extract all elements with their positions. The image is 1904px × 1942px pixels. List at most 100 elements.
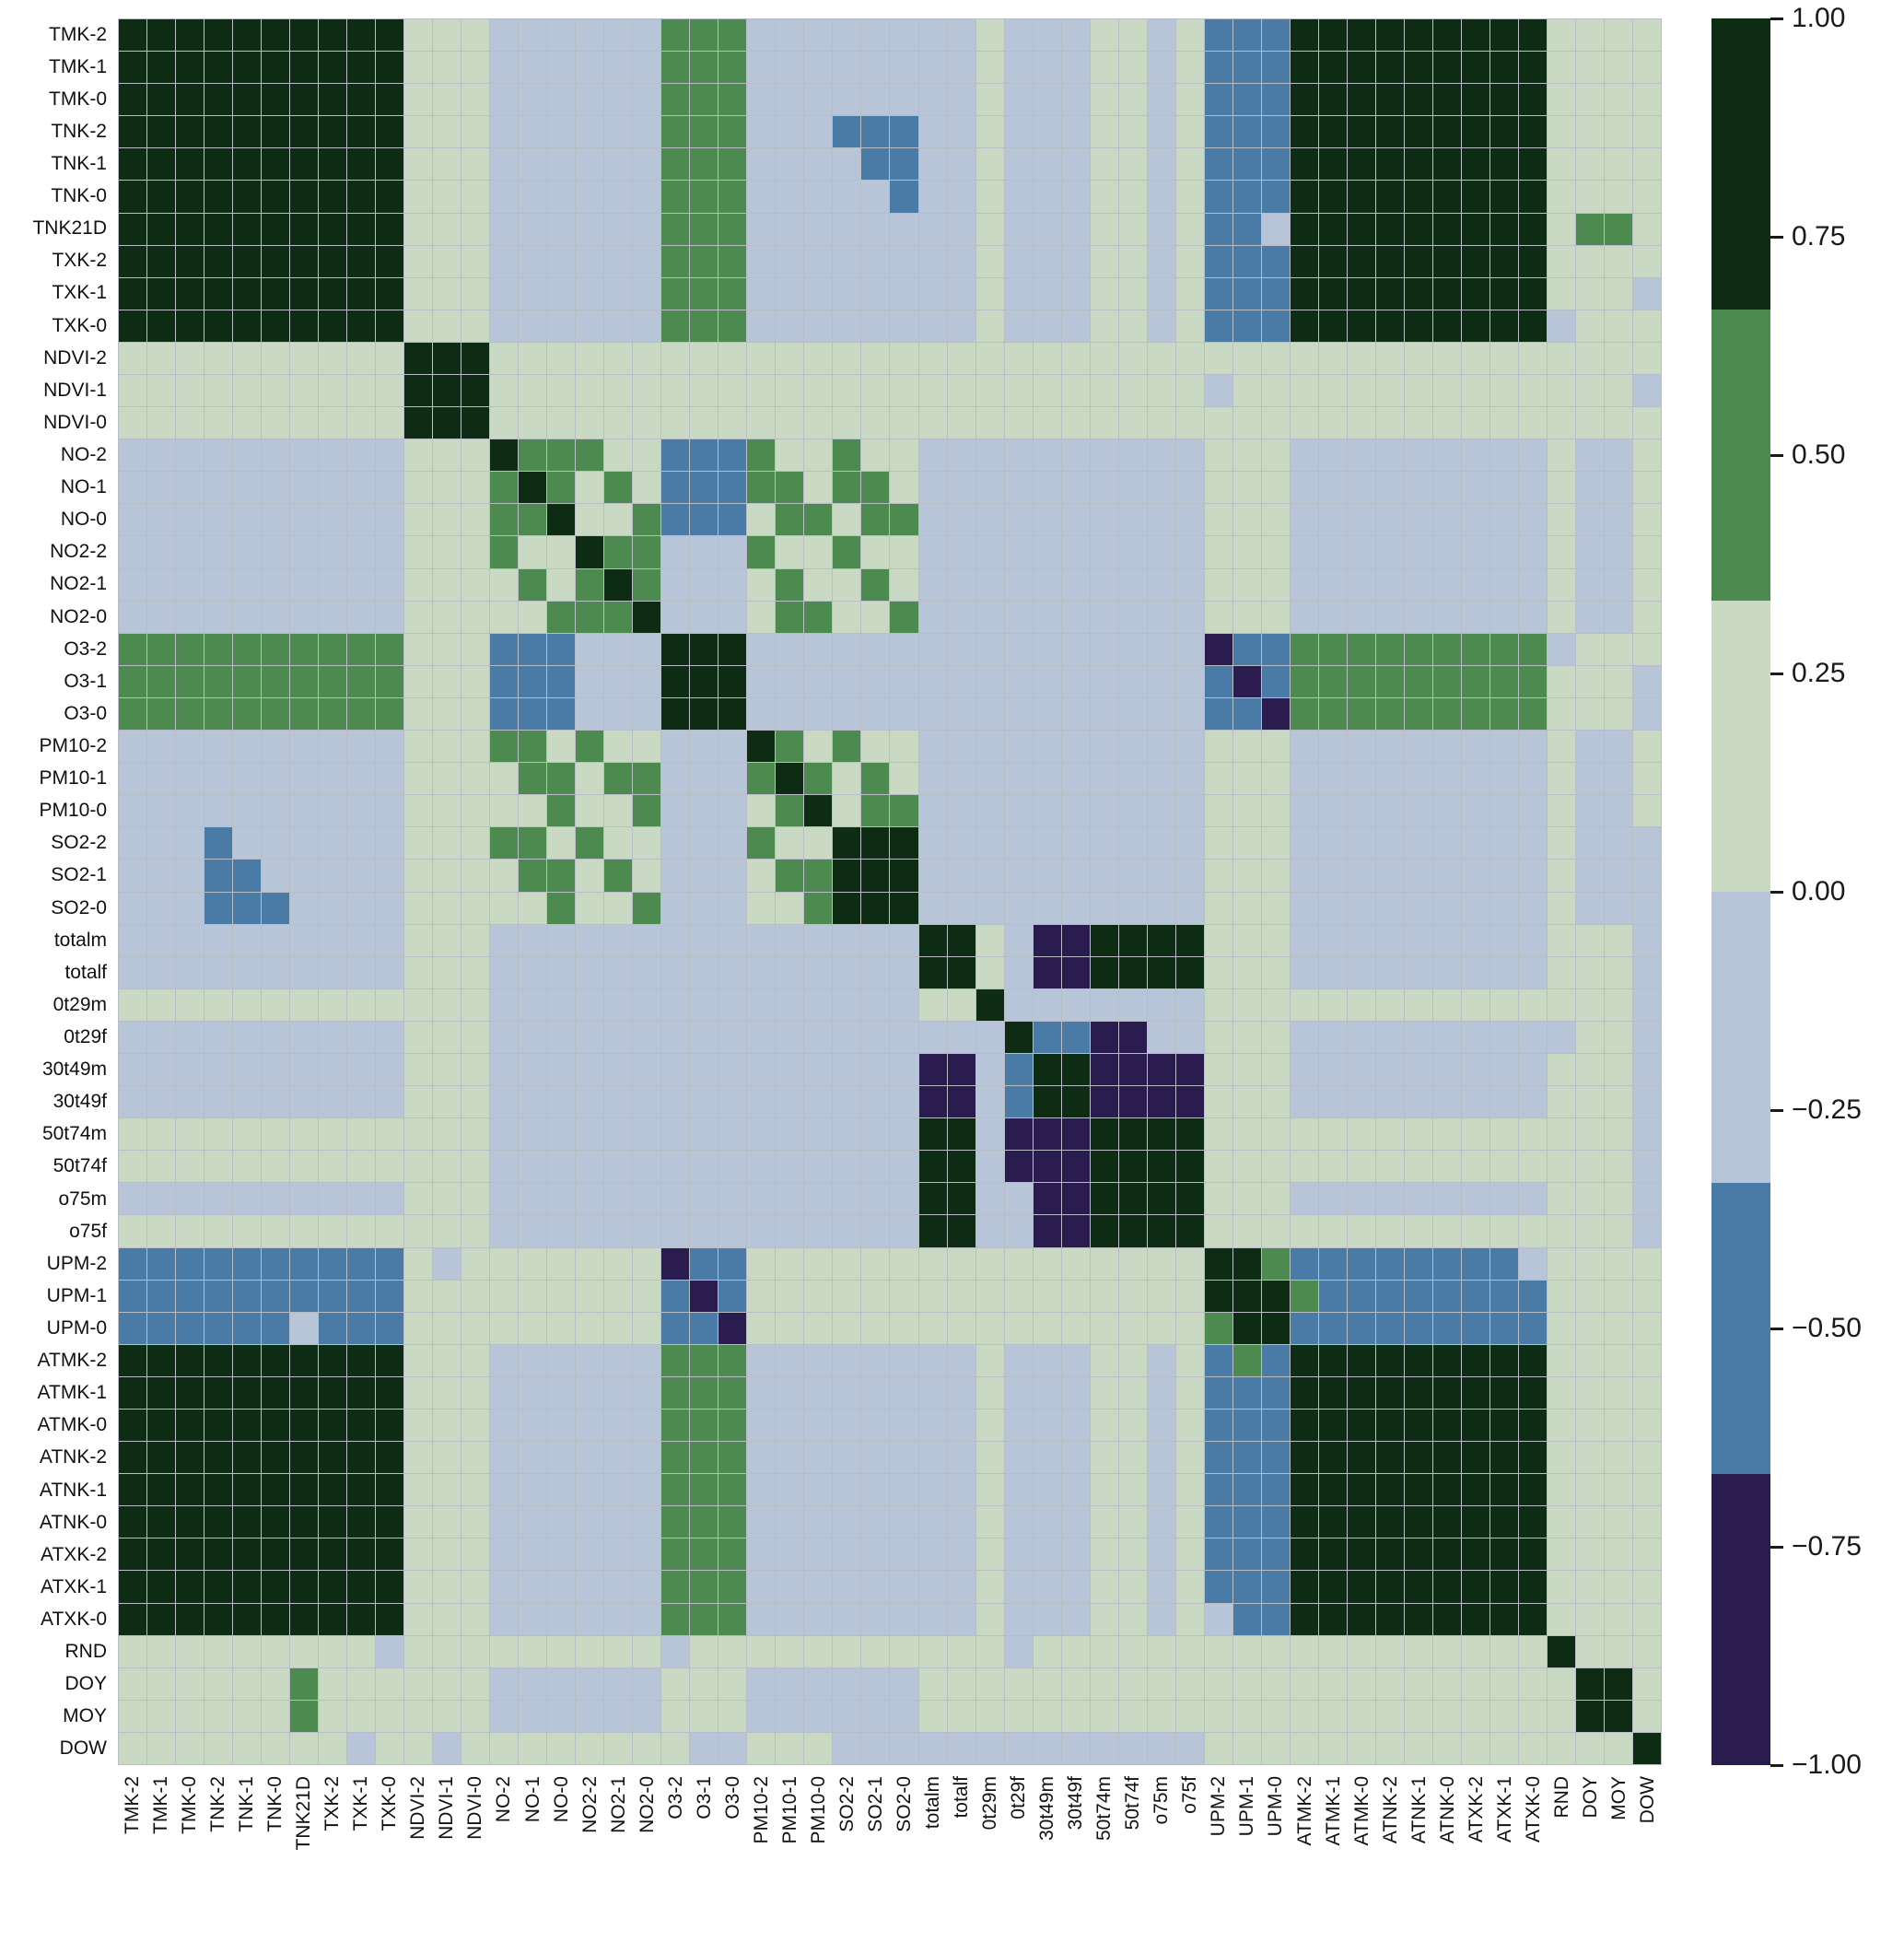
- heatmap-cell: [1147, 1538, 1175, 1571]
- heatmap-cell: [1090, 1376, 1118, 1409]
- heatmap-cell: [490, 1409, 519, 1442]
- heatmap-cell: [975, 375, 1004, 407]
- heatmap-cell: [1347, 633, 1375, 665]
- heatmap-cell: [1118, 1538, 1147, 1571]
- heatmap-cell: [1375, 19, 1404, 52]
- heatmap-cell: [233, 956, 262, 989]
- heatmap-cell: [633, 601, 661, 633]
- y-tick-label: TMK-2: [49, 23, 107, 45]
- heatmap-cell: [1204, 1538, 1232, 1571]
- heatmap-cell: [262, 1603, 290, 1635]
- heatmap-cell: [1632, 310, 1661, 342]
- heatmap-cell: [833, 1086, 861, 1118]
- heatmap-cell: [833, 601, 861, 633]
- heatmap-cell: [1090, 342, 1118, 375]
- heatmap-cell: [833, 439, 861, 472]
- heatmap-cell: [1261, 472, 1290, 504]
- x-tick-label: ATNK-0: [1436, 1776, 1458, 1844]
- heatmap-cell: [262, 827, 290, 860]
- heatmap-cell: [1118, 989, 1147, 1021]
- heatmap-cell: [1604, 763, 1632, 795]
- heatmap-cell: [833, 1571, 861, 1603]
- heatmap-cell: [204, 665, 233, 697]
- heatmap-cell: [747, 213, 776, 245]
- y-tick-label: NO-0: [60, 509, 107, 531]
- heatmap-cell: [1347, 1021, 1375, 1053]
- heatmap-cell: [1033, 1732, 1061, 1764]
- x-tick-label-cell: TNK-0: [261, 1776, 289, 1936]
- heatmap-cell: [347, 731, 376, 763]
- heatmap-cell: [319, 504, 347, 536]
- heatmap-cell: [718, 924, 747, 956]
- heatmap-cell: [347, 1021, 376, 1053]
- heatmap-cell: [833, 827, 861, 860]
- heatmap-cell: [975, 568, 1004, 601]
- heatmap-cell: [1547, 1732, 1575, 1764]
- heatmap-cell: [519, 1280, 547, 1312]
- heatmap-cell: [547, 697, 576, 731]
- heatmap-cell: [633, 310, 661, 342]
- heatmap-cell: [1033, 1247, 1061, 1280]
- heatmap-cell: [376, 1442, 404, 1474]
- heatmap-cell: [1347, 1603, 1375, 1635]
- heatmap-cell: [1461, 1280, 1489, 1312]
- heatmap-cell: [1547, 1183, 1575, 1215]
- heatmap-cell: [1204, 84, 1232, 116]
- colorbar-tick: −0.25: [1770, 1094, 1862, 1126]
- heatmap-cell: [1061, 1118, 1090, 1151]
- heatmap-cell: [119, 245, 147, 277]
- heatmap-cell: [804, 1344, 833, 1376]
- heatmap-cell: [1290, 1603, 1318, 1635]
- heatmap-cell: [404, 956, 433, 989]
- heatmap-cell: [918, 1538, 947, 1571]
- heatmap-cell: [433, 989, 461, 1021]
- heatmap-cell: [347, 1635, 376, 1667]
- heatmap-cell: [1033, 116, 1061, 148]
- heatmap-cell: [1118, 1280, 1147, 1312]
- heatmap-cell: [204, 245, 233, 277]
- heatmap-cell: [319, 1409, 347, 1442]
- heatmap-cell: [1118, 310, 1147, 342]
- heatmap-cell: [376, 1667, 404, 1700]
- heatmap-cell: [690, 1700, 718, 1732]
- heatmap-cell: [776, 697, 804, 731]
- heatmap-cell: [576, 1409, 604, 1442]
- heatmap-cell: [1061, 827, 1090, 860]
- heatmap-cell: [833, 633, 861, 665]
- heatmap-cell: [290, 181, 319, 213]
- heatmap-cell: [690, 375, 718, 407]
- heatmap-cell: [1375, 310, 1404, 342]
- heatmap-cell: [1261, 1312, 1290, 1344]
- heatmap-cell: [1347, 827, 1375, 860]
- heatmap-cell: [633, 342, 661, 375]
- heatmap-cell: [204, 731, 233, 763]
- heatmap-cell: [176, 697, 204, 731]
- heatmap-cell: [290, 1376, 319, 1409]
- heatmap-cell: [1118, 568, 1147, 601]
- heatmap-cell: [1004, 1312, 1033, 1344]
- heatmap-cell: [433, 52, 461, 84]
- heatmap-cell: [804, 892, 833, 924]
- heatmap-cell: [1547, 19, 1575, 52]
- heatmap-cell: [1604, 342, 1632, 375]
- heatmap-cell: [1261, 181, 1290, 213]
- heatmap-cell: [1290, 1442, 1318, 1474]
- heatmap-cell: [233, 860, 262, 892]
- x-tick-label-cell: ATNK-0: [1433, 1776, 1462, 1936]
- heatmap-cell: [1118, 1700, 1147, 1732]
- heatmap-cell: [176, 1442, 204, 1474]
- heatmap-cell: [1033, 213, 1061, 245]
- heatmap-cell: [319, 1474, 347, 1506]
- heatmap-cell: [661, 1667, 690, 1700]
- heatmap-cell: [1290, 536, 1318, 568]
- heatmap-cell: [661, 1538, 690, 1571]
- heatmap-cell: [376, 633, 404, 665]
- heatmap-cell: [833, 375, 861, 407]
- heatmap-cell: [1204, 1247, 1232, 1280]
- heatmap-cell: [1004, 407, 1033, 439]
- heatmap-cell: [376, 1700, 404, 1732]
- heatmap-cell: [262, 1635, 290, 1667]
- heatmap-cell: [1461, 213, 1489, 245]
- heatmap-cell: [718, 1118, 747, 1151]
- heatmap-cell: [1518, 1086, 1547, 1118]
